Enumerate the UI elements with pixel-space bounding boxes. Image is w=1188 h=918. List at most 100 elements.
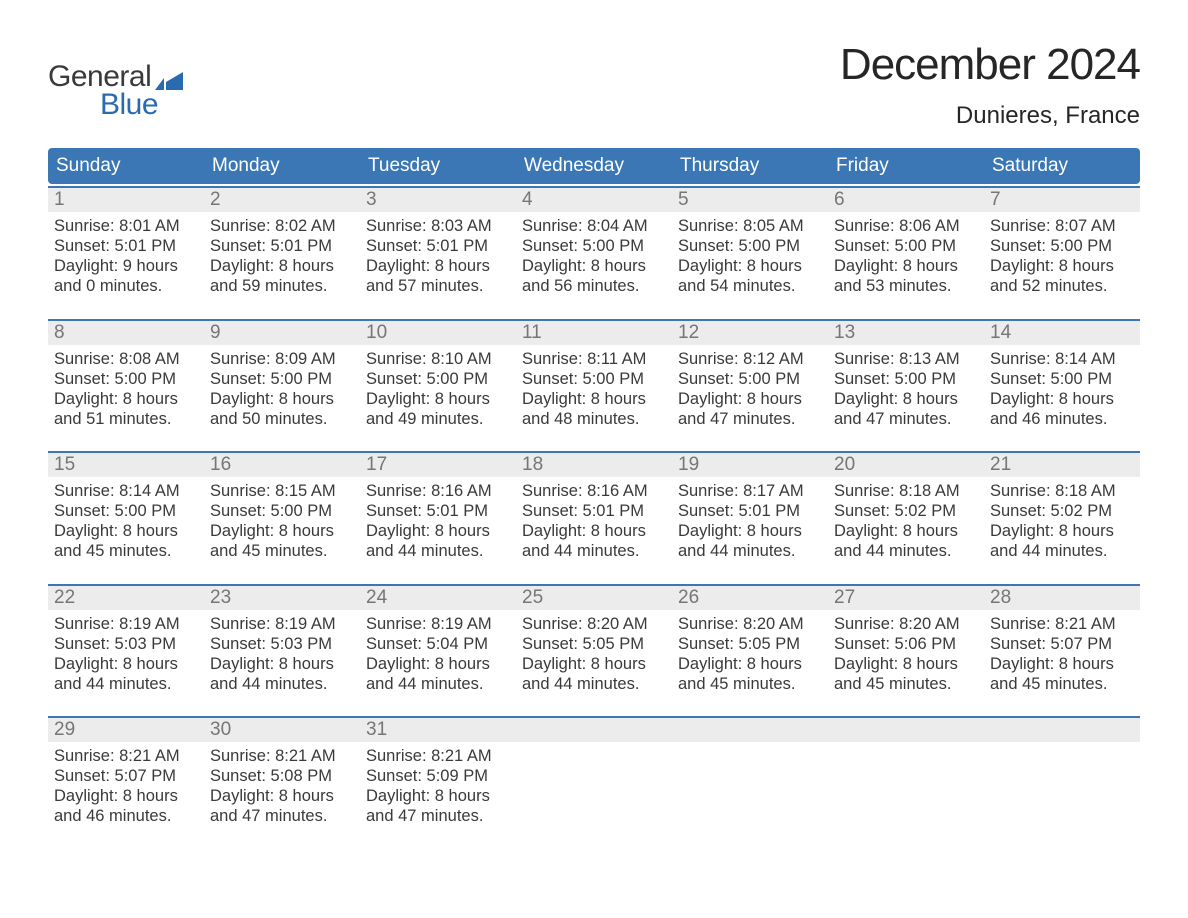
sunrise-line: Sunrise: 8:13 AM — [834, 349, 978, 369]
day-cell: 17Sunrise: 8:16 AMSunset: 5:01 PMDayligh… — [360, 453, 516, 582]
sunset-line: Sunset: 5:00 PM — [366, 369, 510, 389]
daylight-line1: Daylight: 8 hours — [990, 521, 1134, 541]
daylight-line2: and 44 minutes. — [678, 541, 822, 561]
day-cell: 20Sunrise: 8:18 AMSunset: 5:02 PMDayligh… — [828, 453, 984, 582]
sunrise-line: Sunrise: 8:07 AM — [990, 216, 1134, 236]
daylight-line1: Daylight: 8 hours — [834, 654, 978, 674]
day-cell: 11Sunrise: 8:11 AMSunset: 5:00 PMDayligh… — [516, 321, 672, 450]
sunset-line: Sunset: 5:05 PM — [522, 634, 666, 654]
daylight-line1: Daylight: 8 hours — [54, 786, 198, 806]
sunset-line: Sunset: 5:00 PM — [834, 369, 978, 389]
daylight-line1: Daylight: 8 hours — [834, 521, 978, 541]
day-body: Sunrise: 8:10 AMSunset: 5:00 PMDaylight:… — [360, 345, 516, 430]
sunset-line: Sunset: 5:07 PM — [990, 634, 1134, 654]
sunrise-line: Sunrise: 8:17 AM — [678, 481, 822, 501]
day-cell: 21Sunrise: 8:18 AMSunset: 5:02 PMDayligh… — [984, 453, 1140, 582]
daylight-line2: and 48 minutes. — [522, 409, 666, 429]
day-number: 13 — [828, 321, 984, 345]
sunset-line: Sunset: 5:05 PM — [678, 634, 822, 654]
day-body: Sunrise: 8:16 AMSunset: 5:01 PMDaylight:… — [360, 477, 516, 562]
daylight-line2: and 49 minutes. — [366, 409, 510, 429]
day-number: 1 — [48, 188, 204, 212]
day-cell: 15Sunrise: 8:14 AMSunset: 5:00 PMDayligh… — [48, 453, 204, 582]
day-number: 8 — [48, 321, 204, 345]
sunrise-line: Sunrise: 8:01 AM — [54, 216, 198, 236]
sunset-line: Sunset: 5:00 PM — [678, 369, 822, 389]
day-body: Sunrise: 8:02 AMSunset: 5:01 PMDaylight:… — [204, 212, 360, 297]
daylight-line1: Daylight: 8 hours — [678, 654, 822, 674]
day-body: Sunrise: 8:20 AMSunset: 5:06 PMDaylight:… — [828, 610, 984, 695]
day-cell: 7 Sunrise: 8:07 AMSunset: 5:00 PMDaylight… — [984, 188, 1140, 317]
day-cell: 30Sunrise: 8:21 AMSunset: 5:08 PMDayligh… — [204, 718, 360, 847]
day-number: 31 — [360, 718, 516, 742]
logo-flag-icon — [155, 72, 183, 90]
weekday-row: SundayMondayTuesdayWednesdayThursdayFrid… — [48, 148, 1140, 184]
weekday-header: Tuesday — [360, 148, 516, 184]
day-cell: 12Sunrise: 8:12 AMSunset: 5:00 PMDayligh… — [672, 321, 828, 450]
sunset-line: Sunset: 5:00 PM — [834, 236, 978, 256]
daylight-line1: Daylight: 8 hours — [678, 256, 822, 276]
week-row: 8Sunrise: 8:08 AMSunset: 5:00 PMDaylight… — [48, 319, 1140, 450]
sunset-line: Sunset: 5:06 PM — [834, 634, 978, 654]
day-body: Sunrise: 8:04 AMSunset: 5:00 PMDaylight:… — [516, 212, 672, 297]
day-number: 27 — [828, 586, 984, 610]
sunset-line: Sunset: 5:02 PM — [990, 501, 1134, 521]
day-number: 9 — [204, 321, 360, 345]
day-number: 16 — [204, 453, 360, 477]
sunrise-line: Sunrise: 8:04 AM — [522, 216, 666, 236]
weekday-header: Wednesday — [516, 148, 672, 184]
sunset-line: Sunset: 5:00 PM — [54, 369, 198, 389]
sunrise-line: Sunrise: 8:19 AM — [210, 614, 354, 634]
day-cell: 10Sunrise: 8:10 AMSunset: 5:00 PMDayligh… — [360, 321, 516, 450]
daylight-line2: and 56 minutes. — [522, 276, 666, 296]
day-cell: 31Sunrise: 8:21 AMSunset: 5:09 PMDayligh… — [360, 718, 516, 847]
title-block: December 2024 Dunieres, France — [840, 40, 1140, 130]
day-body: Sunrise: 8:21 AMSunset: 5:08 PMDaylight:… — [204, 742, 360, 827]
sunset-line: Sunset: 5:00 PM — [678, 236, 822, 256]
sunrise-line: Sunrise: 8:02 AM — [210, 216, 354, 236]
daylight-line2: and 45 minutes. — [990, 674, 1134, 694]
daylight-line2: and 52 minutes. — [990, 276, 1134, 296]
day-cell: 28Sunrise: 8:21 AMSunset: 5:07 PMDayligh… — [984, 586, 1140, 715]
sunrise-line: Sunrise: 8:18 AM — [834, 481, 978, 501]
sunrise-line: Sunrise: 8:03 AM — [366, 216, 510, 236]
sunrise-line: Sunrise: 8:21 AM — [210, 746, 354, 766]
daylight-line2: and 44 minutes. — [366, 541, 510, 561]
calendar: SundayMondayTuesdayWednesdayThursdayFrid… — [48, 148, 1140, 847]
sunset-line: Sunset: 5:00 PM — [990, 236, 1134, 256]
daylight-line2: and 46 minutes. — [990, 409, 1134, 429]
day-cell: . — [828, 718, 984, 847]
sunset-line: Sunset: 5:00 PM — [522, 236, 666, 256]
daylight-line2: and 57 minutes. — [366, 276, 510, 296]
day-cell: 29Sunrise: 8:21 AMSunset: 5:07 PMDayligh… — [48, 718, 204, 847]
day-body: Sunrise: 8:17 AMSunset: 5:01 PMDaylight:… — [672, 477, 828, 562]
day-number: 3 — [360, 188, 516, 212]
daylight-line1: Daylight: 8 hours — [834, 389, 978, 409]
day-cell: 25Sunrise: 8:20 AMSunset: 5:05 PMDayligh… — [516, 586, 672, 715]
day-body: Sunrise: 8:18 AMSunset: 5:02 PMDaylight:… — [828, 477, 984, 562]
daylight-line2: and 0 minutes. — [54, 276, 198, 296]
day-number: 7 — [984, 188, 1140, 212]
sunrise-line: Sunrise: 8:15 AM — [210, 481, 354, 501]
week-row: 15Sunrise: 8:14 AMSunset: 5:00 PMDayligh… — [48, 451, 1140, 582]
sunrise-line: Sunrise: 8:19 AM — [54, 614, 198, 634]
day-number: 30 — [204, 718, 360, 742]
day-cell: 4Sunrise: 8:04 AMSunset: 5:00 PMDaylight… — [516, 188, 672, 317]
day-cell: 1Sunrise: 8:01 AMSunset: 5:01 PMDaylight… — [48, 188, 204, 317]
daylight-line2: and 44 minutes. — [834, 541, 978, 561]
weekday-header: Saturday — [984, 148, 1140, 184]
daylight-line2: and 47 minutes. — [366, 806, 510, 826]
day-cell: 19Sunrise: 8:17 AMSunset: 5:01 PMDayligh… — [672, 453, 828, 582]
day-number: 10 — [360, 321, 516, 345]
sunrise-line: Sunrise: 8:21 AM — [366, 746, 510, 766]
sunrise-line: Sunrise: 8:19 AM — [366, 614, 510, 634]
day-number: 22 — [48, 586, 204, 610]
sunset-line: Sunset: 5:08 PM — [210, 766, 354, 786]
day-number: 12 — [672, 321, 828, 345]
daylight-line2: and 44 minutes. — [522, 541, 666, 561]
daylight-line2: and 47 minutes. — [834, 409, 978, 429]
day-number: 4 — [516, 188, 672, 212]
daylight-line1: Daylight: 8 hours — [990, 256, 1134, 276]
daylight-line1: Daylight: 8 hours — [990, 654, 1134, 674]
weekday-header: Monday — [204, 148, 360, 184]
